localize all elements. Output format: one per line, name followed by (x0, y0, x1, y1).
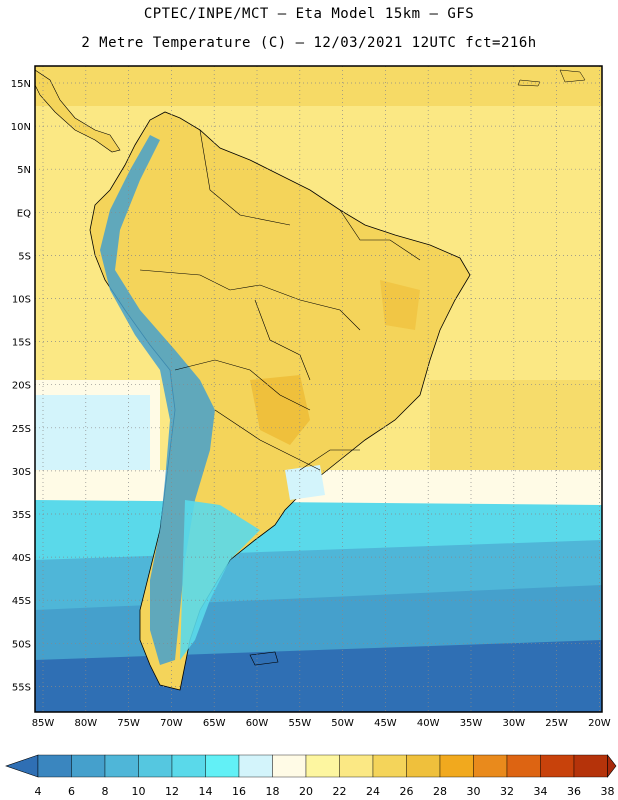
colorbar-label: 18 (266, 785, 280, 798)
colorbar-label: 22 (333, 785, 347, 798)
map-field (35, 66, 602, 712)
colorbar-swatch (37, 754, 72, 778)
lat-label-40s: 40S (12, 553, 31, 564)
lon-label-85w: 85W (32, 718, 55, 729)
lon-label-30w: 30W (502, 718, 525, 729)
lat-label-30s: 30S (12, 467, 31, 478)
lat-label-55s: 55S (12, 682, 31, 693)
colorbar-label: 32 (500, 785, 514, 798)
lon-label-70w: 70W (160, 718, 183, 729)
colorbar-label: 14 (199, 785, 213, 798)
colorbar-label: 28 (433, 785, 447, 798)
colorbar-label: 10 (132, 785, 146, 798)
colorbar-swatch (372, 754, 407, 778)
colorbar-swatch (71, 754, 106, 778)
colorbar-arrow-low (5, 754, 39, 778)
colorbar-swatch (272, 754, 307, 778)
lat-label-25s: 25S (12, 424, 31, 435)
lat-label-50s: 50S (12, 639, 31, 650)
central-america-land (35, 69, 121, 153)
colorbar-label: 4 (35, 785, 42, 798)
colorbar-swatch (104, 754, 139, 778)
title-line-1: CPTEC/INPE/MCT – Eta Model 15km – GFS (143, 6, 475, 22)
colorbar-label: 38 (601, 785, 615, 798)
lat-label-10s: 10S (12, 295, 31, 306)
country-borders (139, 129, 421, 471)
ocean-atlantic-warm (430, 380, 602, 470)
colorbar-label: 20 (299, 785, 313, 798)
colorbar-label: 30 (467, 785, 481, 798)
lat-label-15n: 15N (11, 79, 31, 90)
title-line-2: 2 Metre Temperature (C) – 12/03/2021 12U… (81, 35, 537, 51)
lat-label-10n: 10N (11, 122, 31, 133)
lon-label-40w: 40W (417, 718, 440, 729)
lon-label-35w: 35W (460, 718, 483, 729)
map-frame (34, 65, 603, 713)
colorbar-label: 24 (366, 785, 380, 798)
colorbar-label: 16 (232, 785, 246, 798)
colorbar-label: 34 (534, 785, 548, 798)
lat-label-5n: 5N (17, 165, 31, 176)
lat-lon-grid (35, 66, 602, 712)
interior-hot-2 (380, 280, 420, 330)
colorbar-swatch (573, 754, 608, 778)
colorbar: 4 6 8 10 12 14 16 18 20 22 24 26 28 30 32 34 36 38 (5, 754, 617, 798)
lon-label-20w: 20W (588, 718, 611, 729)
colorbar-label: 12 (165, 785, 179, 798)
falkland-islands (249, 651, 279, 666)
colorbar-swatch (238, 754, 273, 778)
colorbar-swatch (205, 754, 240, 778)
lon-label-80w: 80W (74, 718, 97, 729)
colorbar-swatch (506, 754, 541, 778)
ocean-north-band (35, 66, 602, 106)
lon-label-45w: 45W (374, 718, 397, 729)
lon-label-50w: 50W (331, 718, 354, 729)
lon-label-60w: 60W (246, 718, 269, 729)
colorbar-swatch (339, 754, 374, 778)
colorbar-label: 26 (400, 785, 414, 798)
lon-label-65w: 65W (203, 718, 226, 729)
lat-label-35s: 35S (12, 510, 31, 521)
colorbar-label: 36 (567, 785, 581, 798)
patagonia-cool (180, 500, 260, 660)
lon-label-25w: 25W (545, 718, 568, 729)
colorbar-swatch (305, 754, 340, 778)
uruguay-mild (285, 465, 325, 500)
colorbar-swatch (439, 754, 474, 778)
colorbar-arrow-high (607, 754, 617, 778)
colorbar-swatch (406, 754, 441, 778)
lat-label-eq: EQ (17, 208, 31, 219)
colorbar-label: 8 (102, 785, 109, 798)
colorbar-label: 6 (68, 785, 75, 798)
lat-label-5s: 5S (18, 251, 31, 262)
colorbar-swatch (171, 754, 206, 778)
lat-label-20s: 20S (12, 381, 31, 392)
colorbar-swatch (138, 754, 173, 778)
lat-label-15s: 15S (12, 338, 31, 349)
caribbean-islands (517, 69, 586, 87)
lat-label-45s: 45S (12, 596, 31, 607)
colorbar-swatch (473, 754, 508, 778)
colorbar-swatch (540, 754, 575, 778)
lon-label-55w: 55W (288, 718, 311, 729)
lon-label-75w: 75W (117, 718, 140, 729)
